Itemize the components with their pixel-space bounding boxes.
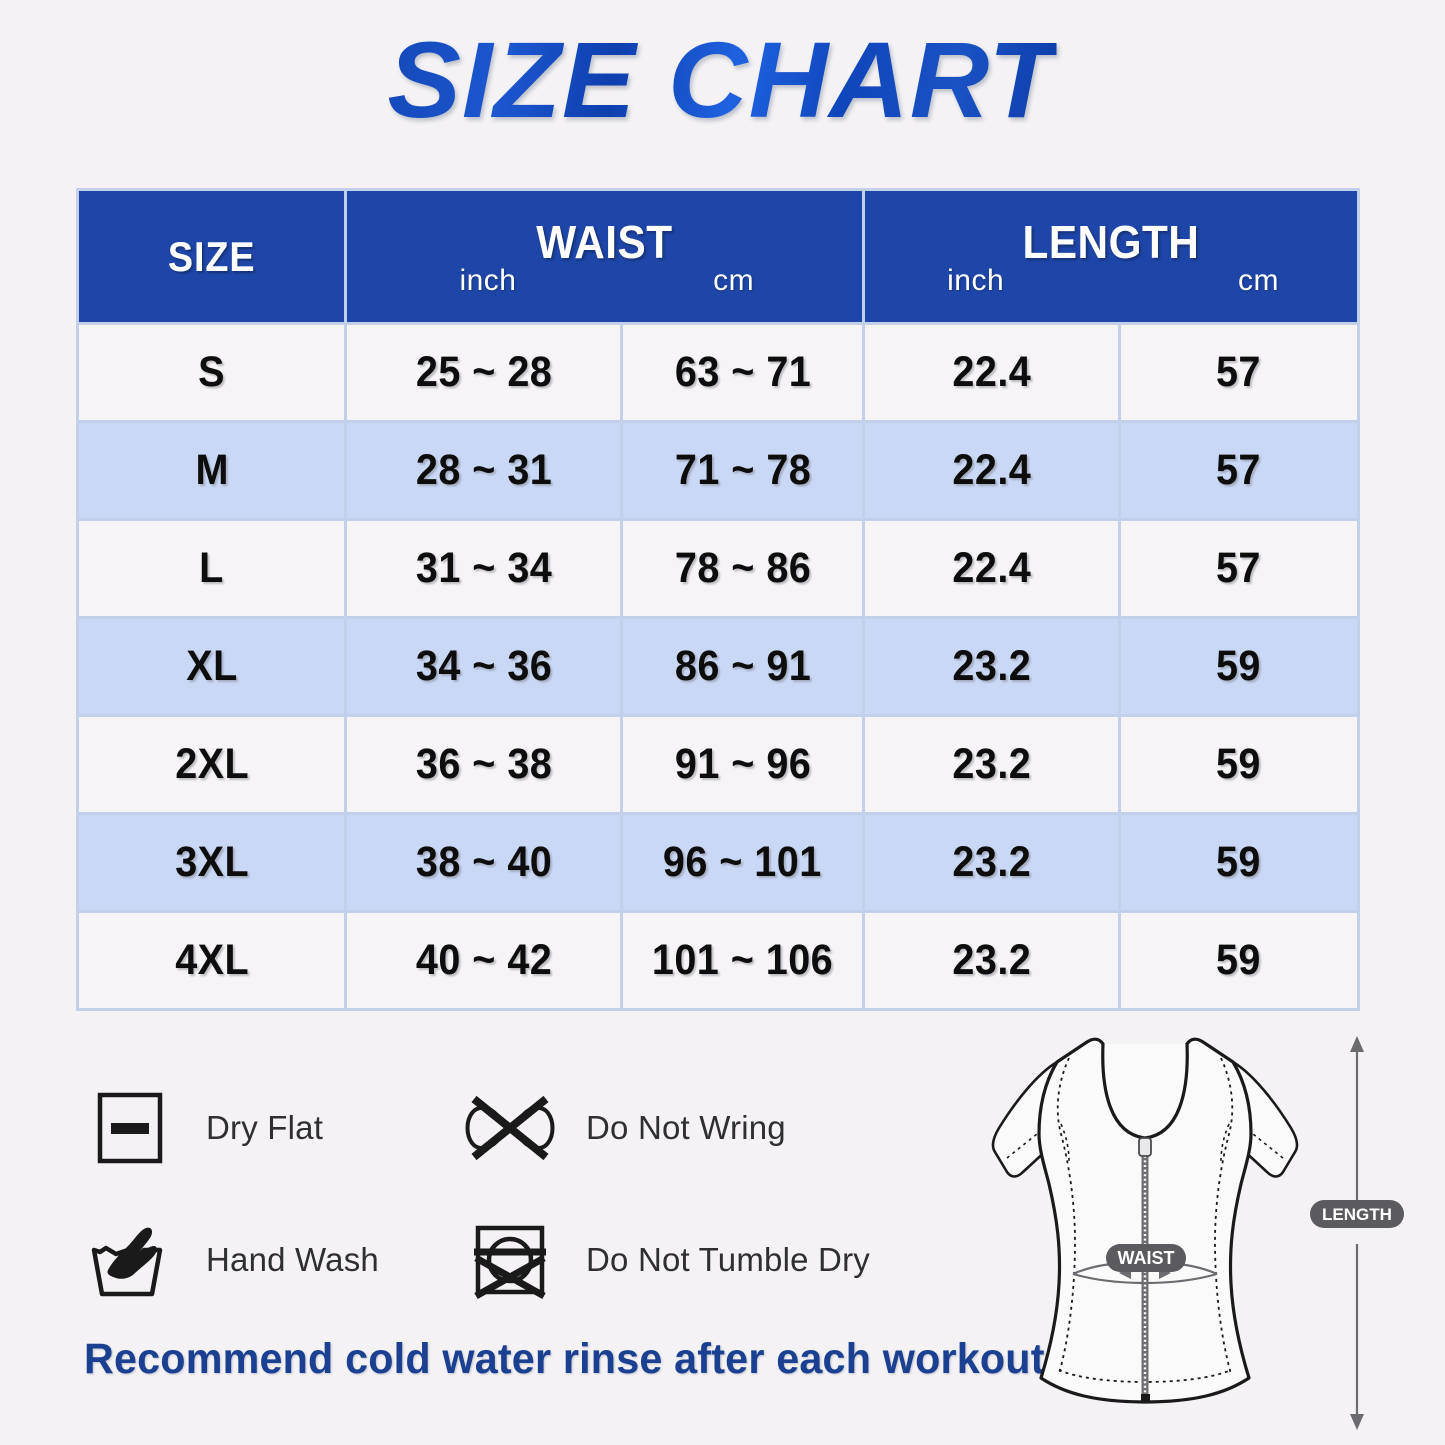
do-not-tumble-dry-icon [464, 1214, 556, 1306]
cell-size: 2XL [79, 717, 345, 812]
cell-waist-inch: 36 ~ 38 [347, 717, 621, 812]
header-cell-length: LENGTH inch cm [865, 191, 1357, 322]
care-row-1: Dry Flat Do Not Wring [84, 1062, 944, 1194]
table-row: 4XL 40 ~ 42 101 ~ 106 23.2 59 [79, 913, 1357, 1008]
garment-diagram: WAIST LENGTH [945, 1022, 1405, 1445]
table-header-row: SIZE WAIST inch cm LENGTH inch cm [79, 191, 1357, 322]
table-row: 2XL 36 ~ 38 91 ~ 96 23.2 59 [79, 717, 1357, 812]
header-unit-waist-cm: cm [713, 264, 755, 297]
page-title: SIZE CHART [387, 19, 1058, 140]
cell-length-cm: 59 [1120, 815, 1357, 910]
header-unit-length-cm: cm [1238, 264, 1279, 297]
cell-waist-inch: 40 ~ 42 [347, 913, 621, 1008]
care-label-hand-wash: Hand Wash [206, 1241, 379, 1278]
recommendation-text: Recommend cold water rinse after each wo… [84, 1335, 1057, 1383]
header-label-waist: WAIST [536, 216, 673, 268]
cell-size: 4XL [79, 913, 345, 1008]
header-label-size: SIZE [167, 232, 256, 280]
length-badge-label: LENGTH [1322, 1205, 1392, 1224]
table-body: S 25 ~ 28 63 ~ 71 22.4 57 M 28 ~ 31 71 ~… [79, 325, 1357, 1008]
table-row: M 28 ~ 31 71 ~ 78 22.4 57 [79, 423, 1357, 518]
cell-size: M [79, 423, 345, 518]
cell-waist-inch: 25 ~ 28 [347, 325, 621, 420]
header-cell-size: SIZE [79, 191, 345, 322]
cell-length-cm: 59 [1120, 913, 1357, 1008]
waist-badge-label: WAIST [1118, 1248, 1175, 1268]
care-label-dry-flat: Dry Flat [206, 1109, 324, 1146]
cell-size: L [79, 521, 345, 616]
header-unit-waist-inch: inch [459, 264, 517, 297]
size-chart-table: SIZE WAIST inch cm LENGTH inch cm S 25 ~… [76, 188, 1360, 1011]
page-title-container: SIZE CHART [0, 19, 1445, 140]
cell-length-inch: 23.2 [865, 815, 1118, 910]
care-label-do-not-tumble-dry: Do Not Tumble Dry [586, 1241, 870, 1278]
cell-waist-cm: 86 ~ 91 [623, 619, 863, 714]
cell-length-cm: 57 [1120, 423, 1357, 518]
do-not-wring-icon [464, 1082, 556, 1174]
cell-waist-inch: 38 ~ 40 [347, 815, 621, 910]
care-instructions: Dry Flat Do Not Wring Hand Wash [84, 1062, 944, 1326]
cell-length-inch: 23.2 [865, 913, 1118, 1008]
header-cell-waist: WAIST inch cm [347, 191, 863, 322]
table-row: L 31 ~ 34 78 ~ 86 22.4 57 [79, 521, 1357, 616]
care-row-2: Hand Wash Do Not Tumble Dry [84, 1194, 944, 1326]
table-row: 3XL 38 ~ 40 96 ~ 101 23.2 59 [79, 815, 1357, 910]
cell-waist-cm: 101 ~ 106 [623, 913, 863, 1008]
cell-waist-cm: 63 ~ 71 [623, 325, 863, 420]
cell-length-inch: 23.2 [865, 717, 1118, 812]
hand-wash-icon [84, 1214, 176, 1306]
table-row: XL 34 ~ 36 86 ~ 91 23.2 59 [79, 619, 1357, 714]
cell-waist-inch: 34 ~ 36 [347, 619, 621, 714]
header-unit-length-inch: inch [947, 264, 1005, 297]
waist-badge [1106, 1244, 1186, 1272]
care-item-hand-wash: Hand Wash [84, 1214, 464, 1306]
cell-length-inch: 22.4 [865, 521, 1118, 616]
cell-size: S [79, 325, 345, 420]
care-item-do-not-tumble-dry: Do Not Tumble Dry [464, 1214, 870, 1306]
cell-size: XL [79, 619, 345, 714]
cell-length-cm: 59 [1120, 619, 1357, 714]
care-item-do-not-wring: Do Not Wring [464, 1082, 786, 1174]
cell-length-cm: 59 [1120, 717, 1357, 812]
table-header: SIZE WAIST inch cm LENGTH inch cm [79, 191, 1357, 322]
care-label-do-not-wring: Do Not Wring [586, 1109, 786, 1146]
cell-length-cm: 57 [1120, 325, 1357, 420]
cell-waist-inch: 28 ~ 31 [347, 423, 621, 518]
cell-length-inch: 23.2 [865, 619, 1118, 714]
cell-length-inch: 22.4 [865, 423, 1118, 518]
header-label-length: LENGTH [1022, 216, 1200, 268]
length-badge [1310, 1200, 1404, 1228]
cell-length-cm: 57 [1120, 521, 1357, 616]
dry-flat-icon [84, 1082, 176, 1174]
care-item-dry-flat: Dry Flat [84, 1082, 464, 1174]
cell-waist-cm: 91 ~ 96 [623, 717, 863, 812]
cell-waist-cm: 78 ~ 86 [623, 521, 863, 616]
cell-waist-cm: 96 ~ 101 [623, 815, 863, 910]
cell-length-inch: 22.4 [865, 325, 1118, 420]
table-row: S 25 ~ 28 63 ~ 71 22.4 57 [79, 325, 1357, 420]
cell-waist-inch: 31 ~ 34 [347, 521, 621, 616]
cell-waist-cm: 71 ~ 78 [623, 423, 863, 518]
cell-size: 3XL [79, 815, 345, 910]
